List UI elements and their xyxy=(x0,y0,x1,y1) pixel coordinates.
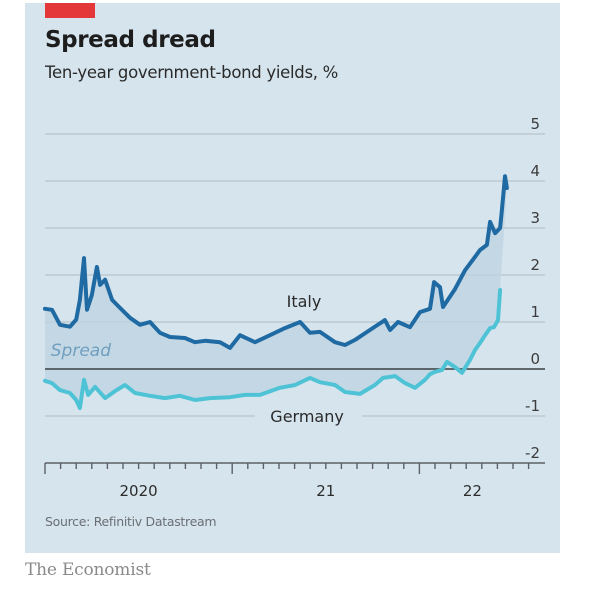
italy-line xyxy=(43,174,509,350)
y-tick-label: -2 xyxy=(525,444,540,462)
label-spread: Spread xyxy=(51,341,111,361)
y-tick-label: 0 xyxy=(530,350,540,368)
x-tick-label: 2020 xyxy=(120,482,158,500)
x-tick-label: 22 xyxy=(463,482,482,500)
y-tick-label: 3 xyxy=(530,209,540,227)
y-tick-label: 5 xyxy=(530,115,540,133)
annotations: Italy Spread Germany xyxy=(51,292,344,426)
chart-subtitle: Ten-year government-bond yields, % xyxy=(45,63,339,82)
source-note: Source: Refinitiv Datastream xyxy=(45,514,217,529)
y-axis-labels: 5 4 3 2 1 0 -1 -2 xyxy=(525,115,540,462)
spread-area xyxy=(45,176,507,408)
brand-red-bar xyxy=(45,3,95,18)
label-germany: Germany xyxy=(270,407,344,426)
y-tick-label: 1 xyxy=(530,303,540,321)
publisher-brand: The Economist xyxy=(25,560,151,580)
x-axis: 2020 21 22 xyxy=(44,462,545,500)
chart-title: Spread dread xyxy=(45,27,216,53)
germany-line xyxy=(43,288,503,410)
spread-fill xyxy=(45,176,507,408)
y-tick-label: 2 xyxy=(530,256,540,274)
x-tick-label: 21 xyxy=(316,482,335,500)
series-lines xyxy=(43,174,509,410)
label-italy: Italy xyxy=(287,292,322,311)
y-tick-label: 4 xyxy=(530,162,540,180)
y-tick-label: -1 xyxy=(525,397,540,415)
